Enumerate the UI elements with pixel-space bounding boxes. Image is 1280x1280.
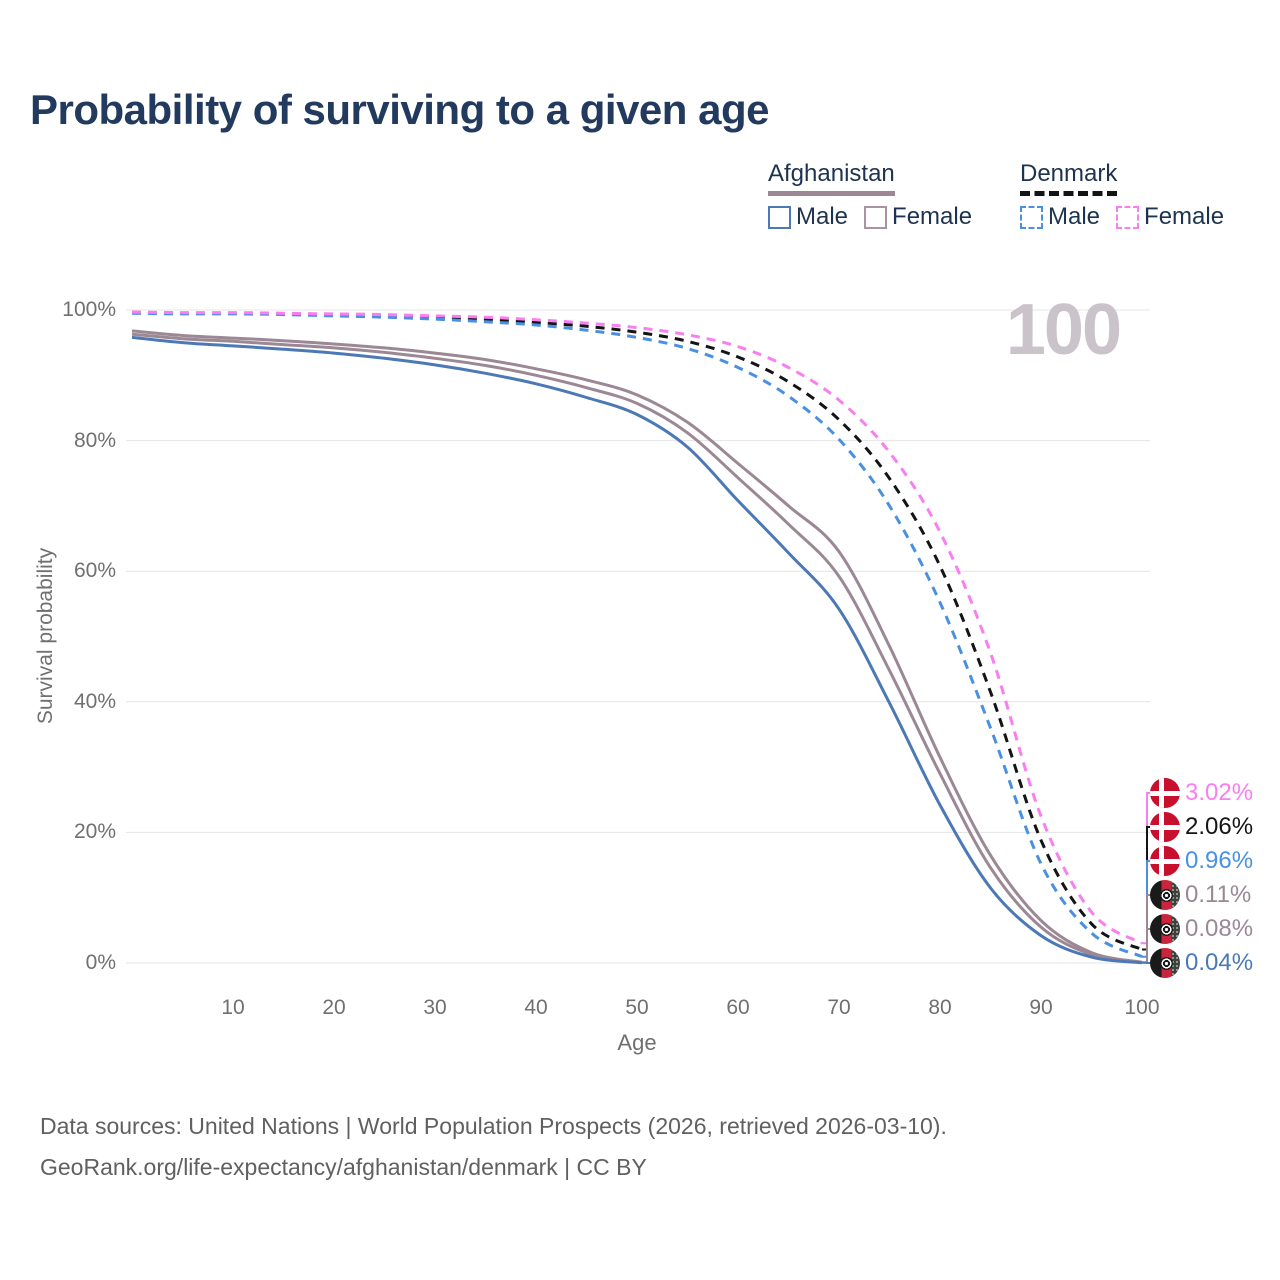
denmark-flag-icon <box>1150 778 1180 808</box>
end-label-value: 0.11% <box>1185 881 1252 908</box>
legend-country-denmark: Denmark <box>1020 160 1118 196</box>
age-watermark: 100 <box>1005 290 1122 370</box>
page-title: Probability of surviving to a given age <box>30 86 769 133</box>
series-line-afghanistan-female <box>131 329 1143 964</box>
afghanistan-flag-icon <box>1150 948 1180 978</box>
denmark-flag-icon <box>1150 812 1180 842</box>
end-label-value: 0.04% <box>1185 949 1254 976</box>
legend-swatch-icon <box>1116 205 1140 229</box>
end-label-row-denmark-male: 0.96% <box>1150 844 1253 878</box>
x-tick-label: 10 <box>221 996 245 1019</box>
series-line-afghanistan <box>131 332 1143 964</box>
legend-group-afghanistan: Afghanistan Male Female <box>768 160 988 231</box>
legend-item-afghanistan-male[interactable]: Male <box>768 203 848 231</box>
footer-datasources: Data sources: United Nations | World Pop… <box>40 1113 947 1139</box>
x-tick-label: 50 <box>625 996 649 1019</box>
end-label-row-denmark-female: 3.02% <box>1150 776 1253 810</box>
end-label-value: 2.06% <box>1185 813 1254 840</box>
denmark-flag-icon <box>1150 846 1180 876</box>
x-tick-label: 90 <box>1029 996 1053 1019</box>
end-label-value: 3.02% <box>1185 779 1254 806</box>
y-tick-label: 80% <box>73 428 116 452</box>
legend-swatch-icon <box>768 205 791 229</box>
y-tick-label: 20% <box>73 820 116 844</box>
afghanistan-flag-icon <box>1150 880 1180 910</box>
end-label-row-denmark: 2.06% <box>1150 810 1253 844</box>
legend-item-denmark-male[interactable]: Male <box>1020 203 1100 231</box>
x-axis-title: Age <box>617 1030 657 1055</box>
series-line-denmark-female <box>131 310 1143 945</box>
legend-label: Male <box>1048 203 1101 230</box>
legend-item-afghanistan-female[interactable]: Female <box>864 203 972 231</box>
afghanistan-flag-icon <box>1150 914 1180 944</box>
series-line-denmark-male <box>131 311 1143 959</box>
end-label-row-afghanistan-male: 0.04% <box>1150 946 1253 980</box>
y-axis-title: Survival probability <box>34 547 57 725</box>
legend-item-denmark-female[interactable]: Female <box>1116 203 1224 231</box>
legend-label: Female <box>1144 203 1225 230</box>
footer-url[interactable]: GeoRank.org/life-expectancy/afghanistan/… <box>40 1154 647 1180</box>
x-tick-label: 80 <box>928 996 952 1019</box>
x-tick-label: 100 <box>1124 996 1160 1019</box>
x-tick-label: 70 <box>827 996 851 1019</box>
end-label-row-afghanistan: 0.08% <box>1150 912 1253 946</box>
x-tick-label: 40 <box>524 996 548 1019</box>
x-tick-label: 60 <box>726 996 750 1019</box>
legend-country-afghanistan: Afghanistan <box>768 160 895 196</box>
y-tick-label: 40% <box>73 689 116 713</box>
x-tick-label: 20 <box>322 996 346 1019</box>
y-tick-label: 0% <box>85 951 116 974</box>
series-line-afghanistan-male <box>131 335 1143 965</box>
legend-swatch-icon <box>864 205 888 229</box>
footer: Data sources: United Nations | World Pop… <box>40 1106 947 1188</box>
end-label-value: 0.96% <box>1185 847 1254 874</box>
x-tick-label: 30 <box>423 996 447 1019</box>
end-label-row-afghanistan-female: 0.11% <box>1150 878 1251 912</box>
end-label-value: 0.08% <box>1185 915 1254 942</box>
legend-swatch-icon <box>1020 205 1043 229</box>
legend-group-denmark: Denmark Male Female <box>1020 160 1240 231</box>
legend-label: Female <box>892 203 973 230</box>
y-tick-label: 60% <box>73 559 116 583</box>
legend-label: Male <box>796 203 849 230</box>
y-tick-label: 100% <box>62 298 116 321</box>
